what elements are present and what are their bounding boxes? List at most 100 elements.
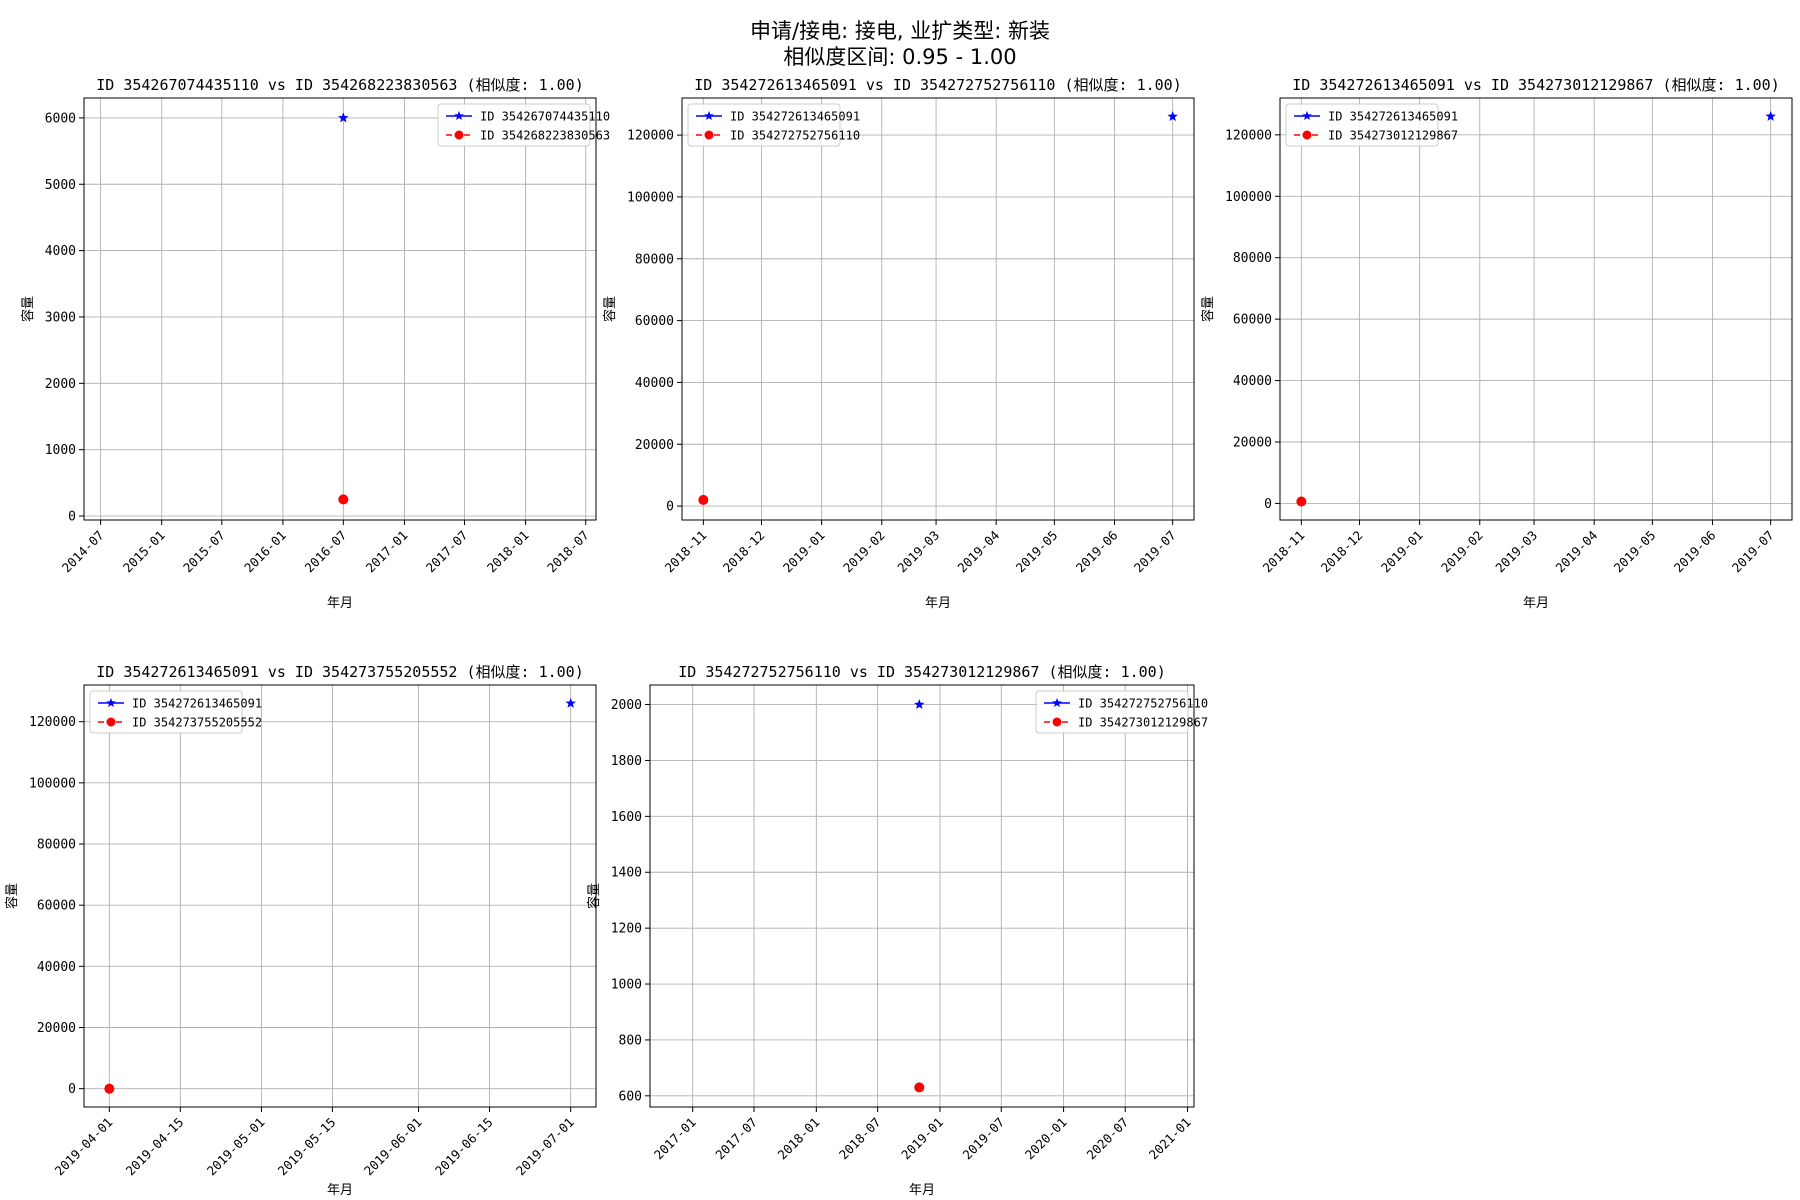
legend-handle xyxy=(1294,130,1320,140)
y-tick-label: 60000 xyxy=(37,899,76,914)
legend-handle xyxy=(98,717,124,727)
data-point-circle xyxy=(914,1082,925,1093)
data-point-circle xyxy=(698,494,709,505)
legend-handle xyxy=(1294,111,1320,121)
legend-entry: ID 354267074435110 xyxy=(480,110,610,124)
x-tick-label: 2017-01 xyxy=(363,528,411,576)
x-tick-label: 2019-04 xyxy=(954,528,1002,576)
x-tick-label: 2016-07 xyxy=(302,528,350,576)
subplot-title: ID 354272752756110 vs ID 354273012129867… xyxy=(678,663,1166,681)
x-tick-label: 2015-07 xyxy=(180,528,228,576)
x-tick-label: 2019-04-01 xyxy=(52,1115,116,1179)
legend-entry: ID 354272613465091 xyxy=(132,697,262,711)
x-tick-label: 2020-07 xyxy=(1083,1115,1131,1163)
subplot-title: ID 354272613465091 vs ID 354273012129867… xyxy=(1292,76,1780,94)
y-tick-label: 80000 xyxy=(37,838,76,853)
legend-frame xyxy=(687,103,841,147)
y-axis-label: 容量 xyxy=(602,296,618,322)
legend-frame xyxy=(1035,690,1189,734)
data-point-star xyxy=(914,699,925,710)
x-tick-label: 2019-07 xyxy=(1729,528,1777,576)
suptitle-line-2: 相似度区间: 0.95 - 1.00 xyxy=(783,45,1017,69)
y-axis-label: 容量 xyxy=(4,883,20,909)
legend: ID 354267074435110 ID 354268223830563 xyxy=(437,103,610,147)
legend-handle xyxy=(98,698,124,708)
y-tick-label: 20000 xyxy=(37,1021,76,1036)
subplot-2: 0 20000 40000 60000 80000 100000 120000 2018-11… xyxy=(602,76,1195,611)
y-tick-label: 4000 xyxy=(45,244,76,259)
x-tick-label: 2019-02 xyxy=(840,528,888,576)
x-tick-label: 2019-01 xyxy=(780,528,828,576)
x-tick-label: 2018-11 xyxy=(1260,528,1308,576)
x-tick-label: 2019-06-15 xyxy=(432,1115,496,1179)
data-point-star xyxy=(338,112,349,123)
plot-area xyxy=(1280,98,1792,520)
y-tick-label: 1800 xyxy=(611,754,642,769)
legend: ID 354272613465091 ID 354273755205552 xyxy=(89,690,262,734)
y-tick-label: 1400 xyxy=(611,866,642,881)
x-tick-label: 2018-11 xyxy=(662,528,710,576)
data-point-star xyxy=(565,697,576,708)
x-axis-label: 年月 xyxy=(1523,596,1549,611)
legend-entry: ID 354268223830563 xyxy=(480,129,610,143)
y-tick-label: 800 xyxy=(619,1033,642,1048)
subplot-title: ID 354272613465091 vs ID 354272752756110… xyxy=(694,76,1182,94)
plot-area xyxy=(682,98,1194,520)
y-tick-label: 20000 xyxy=(1233,435,1272,450)
x-axis-label: 年月 xyxy=(925,596,951,611)
y-tick-label: 3000 xyxy=(45,310,76,325)
x-axis-label: 年月 xyxy=(909,1183,935,1198)
y-tick-label: 6000 xyxy=(45,111,76,126)
x-tick-label: 2019-06-01 xyxy=(361,1115,425,1179)
subplot-4: 0 20000 40000 60000 80000 100000 120000 2019-04… xyxy=(4,663,597,1198)
data-point-circle xyxy=(104,1083,115,1094)
x-tick-label: 2019-04-15 xyxy=(123,1115,187,1179)
x-tick-label: 2017-01 xyxy=(651,1115,699,1163)
x-tick-label: 2018-07 xyxy=(836,1115,884,1163)
axes-frame xyxy=(83,684,597,1108)
x-tick-label: 2015-01 xyxy=(120,528,168,576)
x-tick-label: 2019-01 xyxy=(898,1115,946,1163)
subplot-5: 600 800 1000 1200 1400 1600 1800 2000 2017-01 201… xyxy=(586,663,1208,1198)
y-tick-label: 60000 xyxy=(635,314,674,329)
x-tick-label: 2017-07 xyxy=(712,1115,760,1163)
y-axis-label: 容量 xyxy=(586,883,602,909)
legend-handle xyxy=(446,111,472,121)
x-tick-label: 2018-12 xyxy=(1318,528,1366,576)
x-tick-label: 2016-01 xyxy=(241,528,289,576)
x-axis-label: 年月 xyxy=(327,596,353,611)
legend-handle xyxy=(446,130,472,140)
axes-frame xyxy=(1279,97,1793,521)
plot-area xyxy=(650,685,1194,1107)
x-tick-label: 2018-01 xyxy=(484,528,532,576)
x-tick-label: 2019-07-01 xyxy=(513,1115,577,1179)
legend-frame xyxy=(1285,103,1439,147)
y-tick-label: 120000 xyxy=(1225,128,1272,143)
y-tick-label: 1200 xyxy=(611,922,642,937)
x-tick-label: 2017-07 xyxy=(423,528,471,576)
y-tick-label: 0 xyxy=(666,500,674,515)
x-tick-label: 2019-07 xyxy=(960,1115,1008,1163)
y-tick-label: 60000 xyxy=(1233,313,1272,328)
legend-entry: ID 354273012129867 xyxy=(1328,129,1458,143)
legend-entry: ID 354273012129867 xyxy=(1078,716,1208,730)
axes-frame xyxy=(681,97,1195,521)
x-tick-label: 2018-07 xyxy=(544,528,592,576)
x-tick-label: 2019-03 xyxy=(894,528,942,576)
data-point-star xyxy=(1765,110,1776,121)
legend: ID 354272752756110 ID 354273012129867 xyxy=(1035,690,1208,734)
x-tick-label: 2019-05-01 xyxy=(204,1115,268,1179)
legend-frame xyxy=(437,103,591,147)
legend: ID 354272613465091 ID 354273012129867 xyxy=(1285,103,1458,147)
data-point-circle xyxy=(338,494,349,505)
y-tick-label: 0 xyxy=(1264,497,1272,512)
y-axis-label: 容量 xyxy=(20,296,36,322)
x-tick-label: 2019-06 xyxy=(1671,528,1719,576)
x-tick-label: 2019-03 xyxy=(1492,528,1540,576)
x-tick-label: 2019-02 xyxy=(1438,528,1486,576)
legend-handle xyxy=(696,130,722,140)
data-point-star xyxy=(1167,111,1178,121)
y-tick-label: 0 xyxy=(68,1082,76,1097)
x-tick-label: 2018-12 xyxy=(720,528,768,576)
y-tick-label: 100000 xyxy=(1225,190,1272,205)
